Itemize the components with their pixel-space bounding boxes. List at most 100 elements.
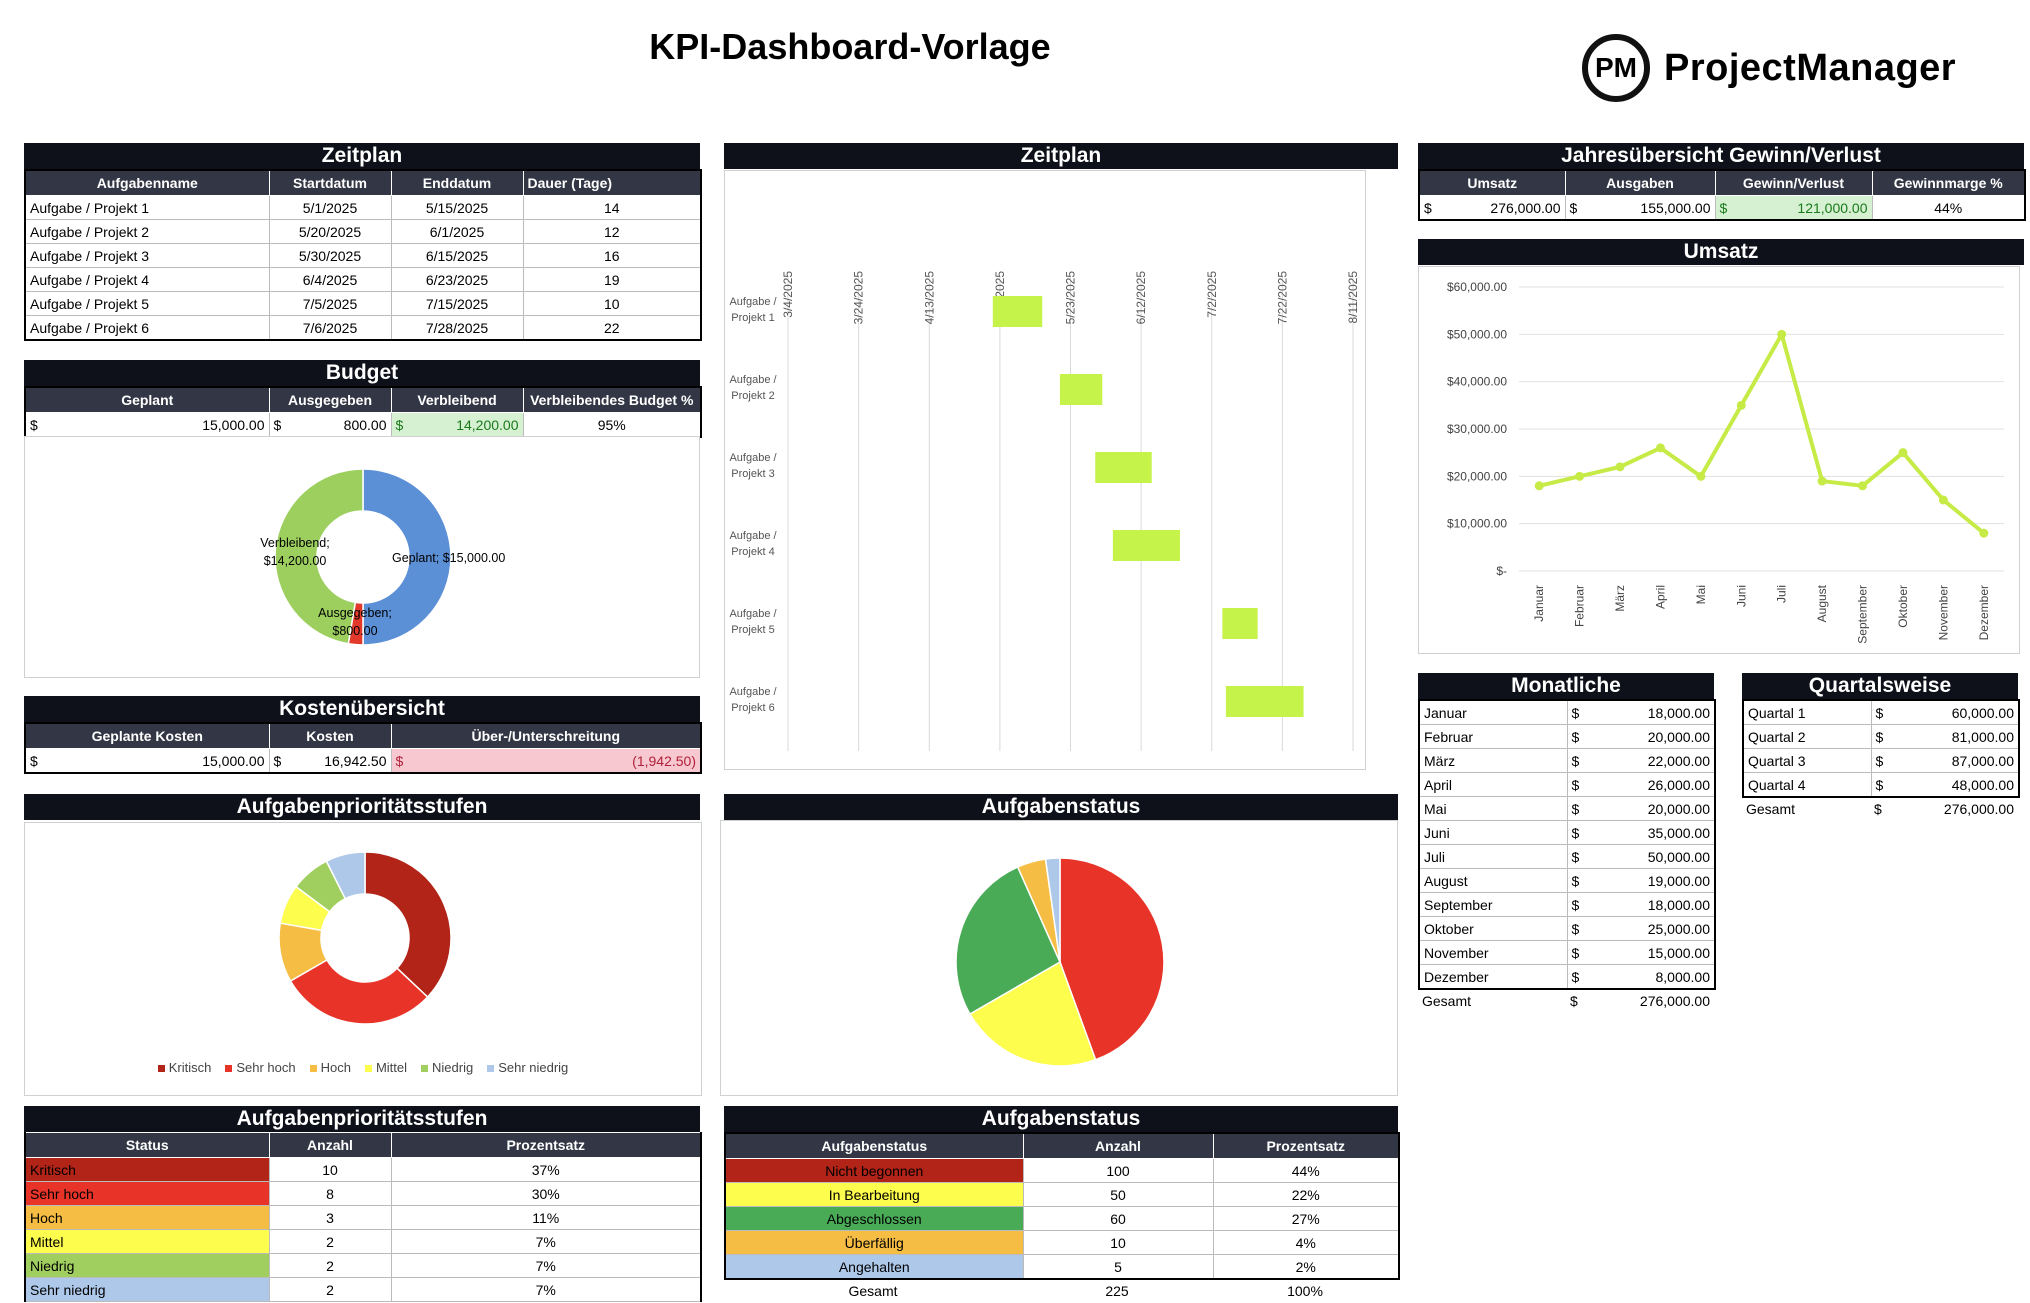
amount-cell: $50,000.00 bbox=[1566, 844, 1716, 869]
count-cell: 8 bbox=[268, 1181, 392, 1206]
data-point-april bbox=[1655, 443, 1665, 453]
quarterly-total-value: $276,000.00 bbox=[1874, 801, 2014, 817]
table-row: Hoch 3 11% bbox=[24, 1205, 702, 1230]
pl-marge-cell: 44% bbox=[1871, 195, 2026, 221]
table-row: November $15,000.00 bbox=[1418, 940, 1716, 965]
amount-cell: $25,000.00 bbox=[1566, 916, 1716, 941]
x-tick-label: November bbox=[1936, 585, 1950, 640]
status-total-label: Gesamt bbox=[848, 1283, 898, 1299]
pl-ausgaben-cell: $155,000.00 bbox=[1564, 195, 1716, 221]
gantt-bar-projekt-1 bbox=[992, 296, 1043, 327]
table-row: Quartal 1 $60,000.00 bbox=[1742, 699, 2020, 725]
status-label-cell: In Bearbeitung bbox=[724, 1182, 1024, 1207]
gantt-section: Zeitplan bbox=[724, 143, 1398, 169]
priority-table-title: Aufgabenprioritätsstufen bbox=[24, 1106, 700, 1132]
pie-slice-verbleibend bbox=[274, 468, 364, 645]
col-aufgabenstatus: Aufgabenstatus bbox=[724, 1132, 1024, 1159]
gantt-bar-projekt-2 bbox=[1059, 374, 1103, 405]
zeitplan-table: Aufgabenname Startdatum Enddatum Dauer (… bbox=[24, 169, 702, 341]
status-label-cell: Niedrig bbox=[24, 1253, 270, 1278]
budget-chart-box: Verbleibend; $14,200.00 Geplant; $15,000.0… bbox=[24, 436, 700, 678]
budget-title: Budget bbox=[24, 360, 700, 386]
period-label-cell: Mai bbox=[1418, 796, 1568, 821]
gantt-task-label: Aufgabe / Projekt 1 bbox=[729, 296, 777, 324]
budget-geplant-cell: $15,000.00 bbox=[24, 412, 270, 438]
gantt-task-label: Aufgabe / Projekt 6 bbox=[729, 686, 777, 714]
col-ausgaben: Ausgaben bbox=[1564, 169, 1716, 196]
status-chart-title: Aufgabenstatus bbox=[724, 794, 1398, 820]
col-prozentsatz: Prozentsatz bbox=[390, 1132, 702, 1158]
y-tick-label: $40,000.00 bbox=[1447, 375, 1507, 389]
data-point-september bbox=[1858, 481, 1868, 491]
table-row: Aufgabe / Projekt 6 7/6/2025 7/28/2025 22 bbox=[24, 315, 702, 341]
duration-cell: 10 bbox=[522, 291, 702, 316]
table-row: Quartal 2 $81,000.00 bbox=[1742, 724, 2020, 749]
status-table-section: Aufgabenstatus Aufgabenstatus Anzahl Pro… bbox=[724, 1106, 1400, 1303]
priority-legend: Kritisch Sehr hoch Hoch Mittel Niedrig Sehr n… bbox=[25, 1060, 701, 1075]
end-date-cell: 5/15/2025 bbox=[390, 195, 524, 220]
legend-label: Niedrig bbox=[432, 1060, 474, 1075]
budget-table: Geplant Ausgegeben Verbleibend Verbleibe… bbox=[24, 386, 702, 438]
y-tick-label: $20,000.00 bbox=[1447, 469, 1507, 483]
col-ausgegeben: Ausgegeben bbox=[268, 386, 392, 413]
zeitplan-table-section: Zeitplan Aufgabenname Startdatum Enddatu… bbox=[24, 143, 702, 341]
table-row: Aufgabe / Projekt 2 5/20/2025 6/1/2025 12 bbox=[24, 219, 702, 244]
priority-table-section: Aufgabenprioritätsstufen Status Anzahl P… bbox=[24, 1106, 702, 1302]
table-row: Februar $20,000.00 bbox=[1418, 724, 1716, 749]
data-point-märz bbox=[1615, 462, 1625, 472]
amount-cell: $8,000.00 bbox=[1566, 964, 1716, 990]
x-tick-label: September bbox=[1856, 585, 1870, 644]
table-row: Mai $20,000.00 bbox=[1418, 796, 1716, 821]
amount-cell: $20,000.00 bbox=[1566, 724, 1716, 749]
kosten-kosten-cell: $16,942.50 bbox=[268, 748, 392, 774]
table-row: Quartal 4 $48,000.00 bbox=[1742, 772, 2020, 798]
legend-swatch bbox=[157, 1065, 165, 1073]
status-label-cell: Nicht begonnen bbox=[724, 1158, 1024, 1183]
period-label-cell: April bbox=[1418, 772, 1568, 797]
page-title: KPI-Dashboard-Vorlage bbox=[649, 26, 1051, 67]
kosten-diff-cell: $ (1,942.50) bbox=[390, 748, 702, 774]
duration-cell: 19 bbox=[522, 267, 702, 292]
pie-slice-angehalten bbox=[1044, 857, 1061, 963]
legend-label: Mittel bbox=[375, 1060, 407, 1075]
status-label-cell: Sehr hoch bbox=[24, 1181, 270, 1206]
status-pie-chart bbox=[955, 857, 1165, 1067]
quarterly-table: Quartal 1 $60,000.00 Quartal 2 $81,000.00 Qu… bbox=[1742, 699, 2020, 798]
quarterly-section: Quartalsweise Quartal 1 $60,000.00 Quartal… bbox=[1742, 673, 2020, 821]
task-name-cell: Aufgabe / Projekt 2 bbox=[24, 219, 270, 244]
status-label-cell: Abgeschlossen bbox=[724, 1206, 1024, 1231]
status-label-cell: Hoch bbox=[24, 1205, 270, 1230]
umsatz-title: Umsatz bbox=[1418, 239, 2024, 265]
gantt-date-tick: 4/13/2025 bbox=[922, 271, 936, 325]
percent-cell: 2% bbox=[1212, 1254, 1400, 1280]
data-point-august bbox=[1817, 476, 1827, 486]
amount-cell: $87,000.00 bbox=[1870, 748, 2020, 773]
gantt-bar-projekt-4 bbox=[1112, 530, 1180, 561]
data-point-oktober bbox=[1898, 448, 1908, 458]
legend-label: Kritisch bbox=[168, 1060, 212, 1075]
percent-cell: 7% bbox=[390, 1253, 702, 1278]
y-tick-label: $30,000.00 bbox=[1447, 422, 1507, 436]
budget-label-ausgegeben: Ausgegeben; $800.00 bbox=[318, 606, 392, 638]
gantt-date-tick: 3/24/2025 bbox=[852, 271, 866, 325]
percent-cell: 11% bbox=[390, 1205, 702, 1230]
status-label-cell: Überfällig bbox=[724, 1230, 1024, 1255]
table-row: Quartal 3 $87,000.00 bbox=[1742, 748, 2020, 773]
kosten-geplant-cell: $15,000.00 bbox=[24, 748, 270, 774]
amount-cell: $18,000.00 bbox=[1566, 892, 1716, 917]
status-chart-section: Aufgabenstatus bbox=[724, 794, 1398, 820]
status-table: Aufgabenstatus Anzahl Prozentsatz Nicht … bbox=[724, 1132, 1400, 1280]
x-tick-label: August bbox=[1815, 584, 1829, 622]
gantt-bar-projekt-3 bbox=[1095, 452, 1152, 483]
percent-cell: 37% bbox=[390, 1157, 702, 1182]
duration-cell: 14 bbox=[522, 195, 702, 220]
table-row: Sehr niedrig 2 7% bbox=[24, 1277, 702, 1302]
legend-label: Hoch bbox=[320, 1060, 351, 1075]
table-row: Aufgabe / Projekt 3 5/30/2025 6/15/2025 16 bbox=[24, 243, 702, 268]
table-row: Nicht begonnen 100 44% bbox=[724, 1158, 1400, 1183]
period-label-cell: November bbox=[1418, 940, 1568, 965]
amount-cell: $81,000.00 bbox=[1870, 724, 2020, 749]
col-enddatum: Enddatum bbox=[390, 169, 524, 196]
legend-swatch bbox=[364, 1065, 372, 1073]
gantt-bar-projekt-5 bbox=[1222, 608, 1258, 639]
